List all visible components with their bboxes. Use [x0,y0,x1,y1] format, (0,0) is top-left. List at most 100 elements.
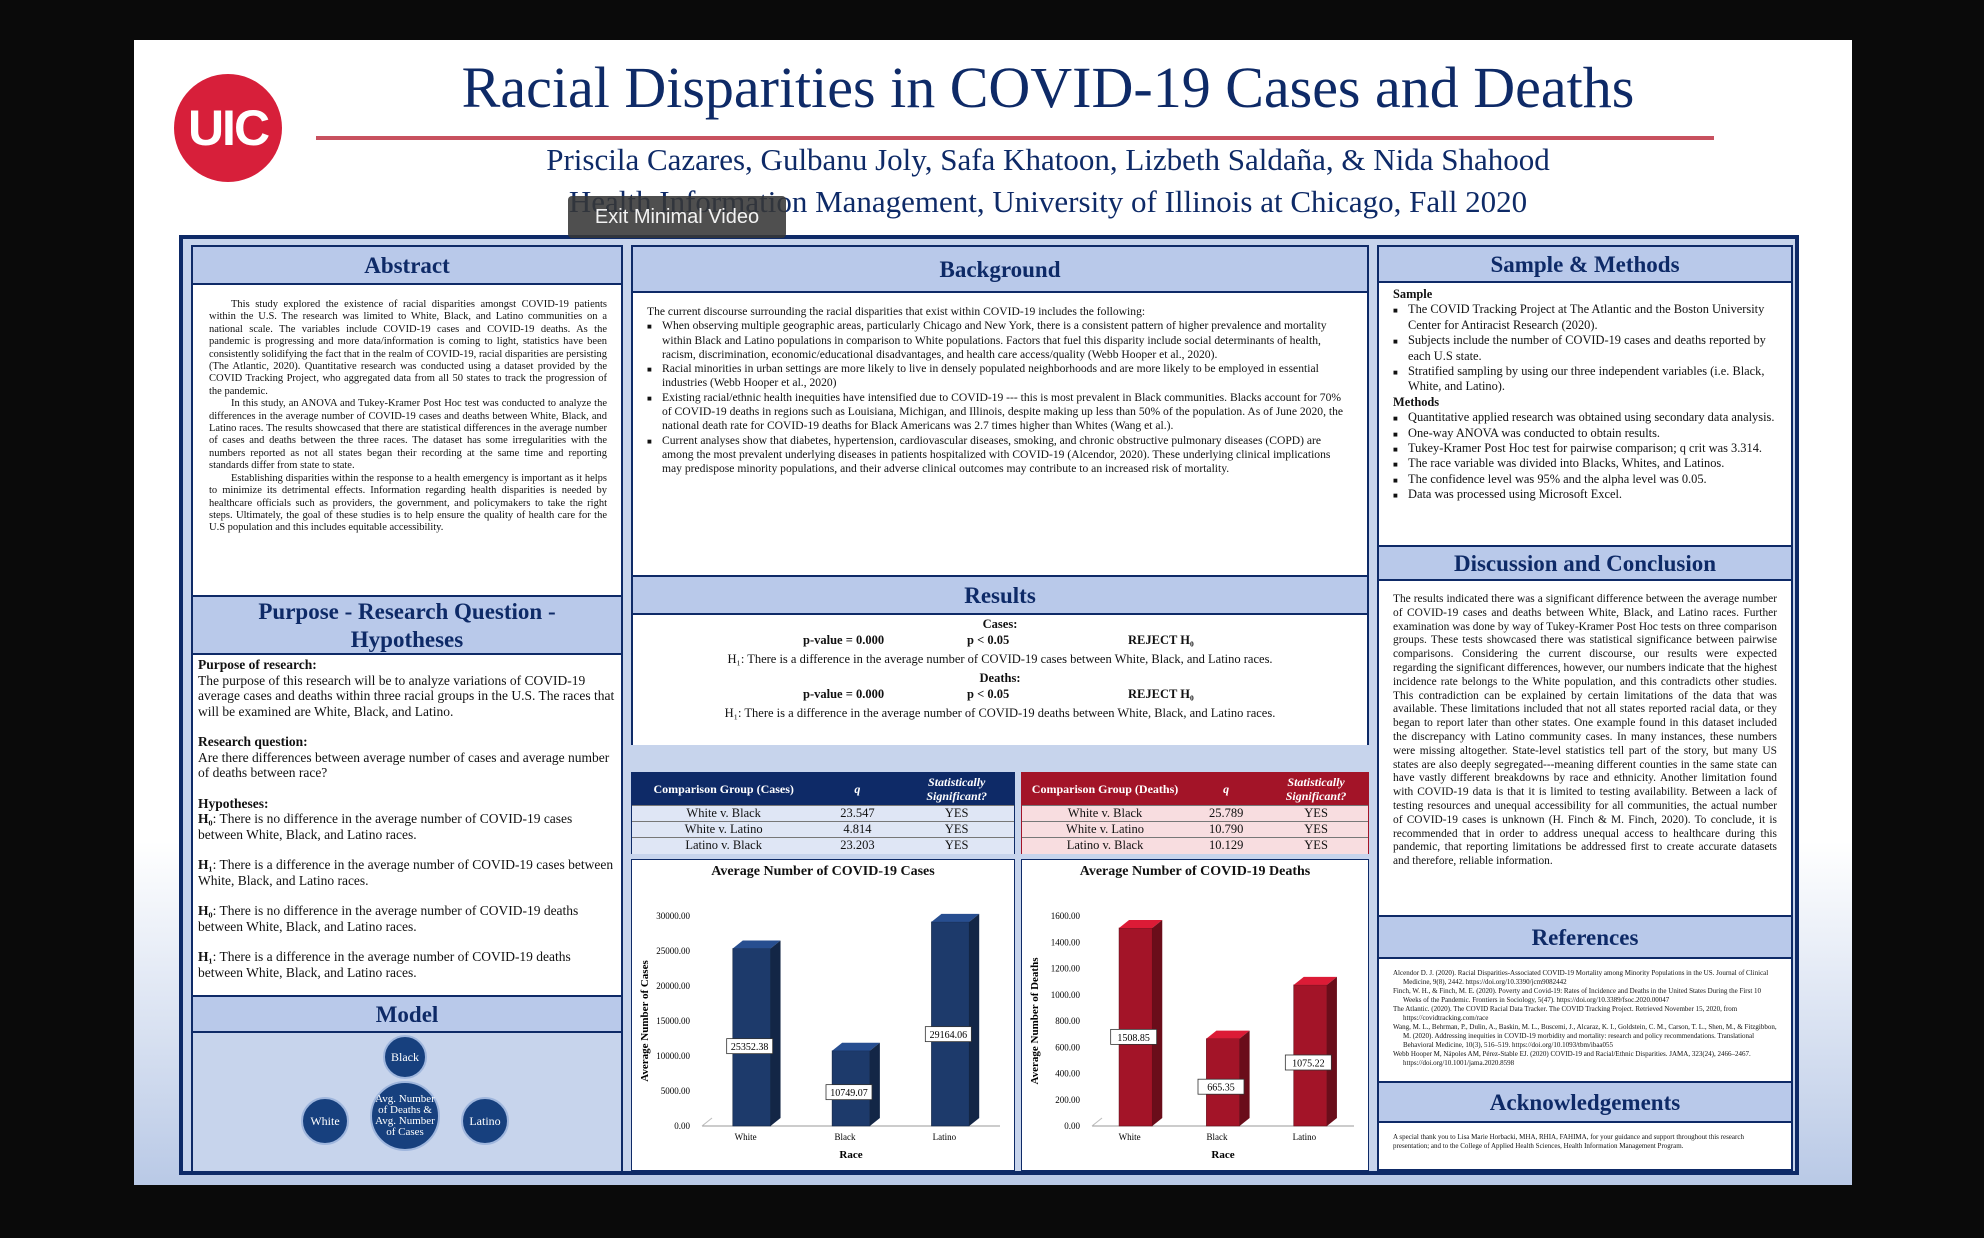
hypothesis-label: H₀ [198,903,213,918]
cases-table: Comparison Group (Cases) q Statistically… [632,773,1014,854]
y-tick-label: 10000.00 [656,1051,690,1061]
x-tick-label: White [735,1132,757,1142]
table-cell: 10.790 [1188,821,1265,838]
x-tick-label: Black [835,1132,856,1142]
table-cell: YES [1264,821,1368,838]
x-tick-label: Latino [1293,1132,1317,1142]
exit-minimal-video-button[interactable]: Exit Minimal Video [568,196,786,238]
model-panel: Model Avg. Number of Deaths & Avg. Numbe… [191,995,623,1171]
deaths-bar-chart: 0.00 200.00 400.00 600.00 800.00 1000.00 1200.… [1029,911,1354,1161]
discussion-text: The results indicated there was a signif… [1393,593,1777,868]
reference-item: Finch, W. H., & Finch, M. E. (2020). Pov… [1393,987,1762,1004]
poster-authors: Priscila Cazares, Gulbanu Joly, Safa Kha… [546,142,1550,177]
model-latino-label: Latino [469,1113,501,1128]
bar-side [969,913,980,1126]
background-bullet: Current analyses show that diabetes, hyp… [647,434,1353,477]
reference-item: Webb Hooper M, Nápoles AM, Pérez-Stable … [1393,1050,1751,1067]
data-label-box [924,1026,972,1043]
background-bullet: Racial minorities in urban settings are … [647,362,1353,391]
deaths-table: Comparison Group (Deaths) q Statisticall… [1022,773,1368,854]
hypothesis: H₀: There is no difference in the averag… [198,903,616,934]
question-text: Are there differences between average nu… [198,749,610,781]
hypothesis-text: : There is no difference in the average … [198,811,573,842]
table-row: White v. Black 23.547 YES [632,805,1014,822]
hypothesis: H₁: There is a difference in the average… [198,949,616,980]
model-node-black: Black [383,1035,427,1079]
bar-white: 25352.38 [726,940,781,1127]
table-header: Comparison Group (Cases) [632,773,816,806]
floor-edge [1091,1117,1103,1127]
table-cell: 23.203 [815,837,900,854]
hypothesis-text: : There is a difference in the average n… [198,949,571,980]
methods-item: Tukey-Kramer Post Hoc test for pairwise … [1393,441,1777,458]
cases-table-wrap: Comparison Group (Cases) q Statistically… [631,772,1015,854]
y-tick-label: 0.00 [1064,1121,1080,1131]
y-tick-label: 1600.00 [1051,911,1081,921]
table-header: Statistically Significant? [899,773,1014,806]
purpose-panel: Purpose - Research Question - Hypotheses… [191,595,623,997]
y-tick-label: 20000.00 [656,981,690,991]
acknowledgements-heading: Acknowledgements [1379,1083,1791,1123]
bar-top [1293,976,1337,985]
background-bullet: Existing racial/ethnic health inequities… [647,391,1353,434]
cases-h1: H₁: There is a difference in the average… [727,652,1273,666]
table-cell: Latino v. Black [632,837,816,854]
bar-side [869,1042,880,1126]
table-cell: 23.547 [815,805,900,822]
bar-latino: 1075.22 [1284,976,1337,1127]
discussion-heading: Discussion and Conclusion [1379,547,1791,581]
table-row: Latino v. Black 23.203 YES [632,837,1014,854]
methods-list: Quantitative applied research was obtain… [1393,410,1777,504]
data-label-box [1197,1078,1245,1095]
poster-affiliation: Health Information Management, Universit… [568,184,1528,219]
table-cell: 4.814 [815,821,900,838]
acknowledgements-text: A special thank you to Lisa Marie Horbac… [1393,1133,1744,1150]
y-tick-label: 0.00 [674,1121,690,1131]
table-header: Statistically Significant? [1264,773,1368,806]
hypothesis: H₀: There is no difference in the averag… [198,811,616,842]
cases-stats-row: p-value = 0.000 p < 0.05 REJECT H₀ [633,632,1367,648]
purpose-text: The purpose of this research will be to … [198,672,615,719]
methods-item: The race variable was divided into Black… [1393,456,1777,473]
hypothesis-text: : There is no difference in the average … [198,903,579,934]
data-label-box [1110,1028,1158,1045]
hypothesis: H₁: There is a difference in the average… [198,857,616,888]
methods-item: The confidence level was 95% and the alp… [1393,472,1777,489]
data-label-box [726,1038,774,1055]
purpose-body: Purpose of research: The purpose of this… [193,655,621,982]
title-divider [316,136,1714,140]
references-heading: References [1379,917,1791,959]
model-black-label: Black [391,1049,419,1064]
y-tick-label: 400.00 [1055,1069,1080,1079]
bar-top [732,940,781,949]
model-heading: Model [193,997,621,1033]
bar-top [931,913,980,922]
data-label: 1508.85 [1117,1033,1150,1044]
table-cell: YES [899,837,1014,854]
x-axis-label: Race [1211,1149,1234,1161]
table-cell: YES [1264,805,1368,822]
y-tick-label: 800.00 [1055,1016,1080,1026]
model-node-latino: Latino [461,1097,509,1145]
data-label: 29164.06 [930,1030,968,1041]
deaths-p-threshold: p < 0.05 [967,687,1010,701]
data-label: 25352.38 [731,1042,769,1053]
bar-side [1326,976,1337,1126]
bar-front [931,921,970,1127]
hypothesis-label: H₁ [198,949,213,964]
abstract-heading: Abstract [193,247,621,285]
abstract-paragraph: This study explored the existence of rac… [209,299,607,397]
deaths-label: Deaths: [979,671,1021,685]
methods-item: Quantitative applied research was obtain… [1393,410,1777,427]
reference-item: Alcendor D. J. (2020). Racial Disparitie… [1393,969,1769,986]
cases-reject: REJECT H₀ [1128,633,1194,647]
background-body: The current discourse surrounding the ra… [633,293,1367,477]
model-white-label: White [310,1113,340,1128]
bar-latino: 29164.06 [924,913,980,1127]
abstract-paragraph: Establishing disparities within the resp… [209,472,607,534]
results-stats: Cases: p-value = 0.000 p < 0.05 REJECT H… [633,615,1367,721]
hypothesis-text: : There is a difference in the average n… [198,857,614,888]
data-label-box [825,1084,873,1101]
table-header: Comparison Group (Deaths) [1022,773,1189,806]
results-panel: Results Cases: p-value = 0.000 p < 0.05 … [631,575,1369,745]
